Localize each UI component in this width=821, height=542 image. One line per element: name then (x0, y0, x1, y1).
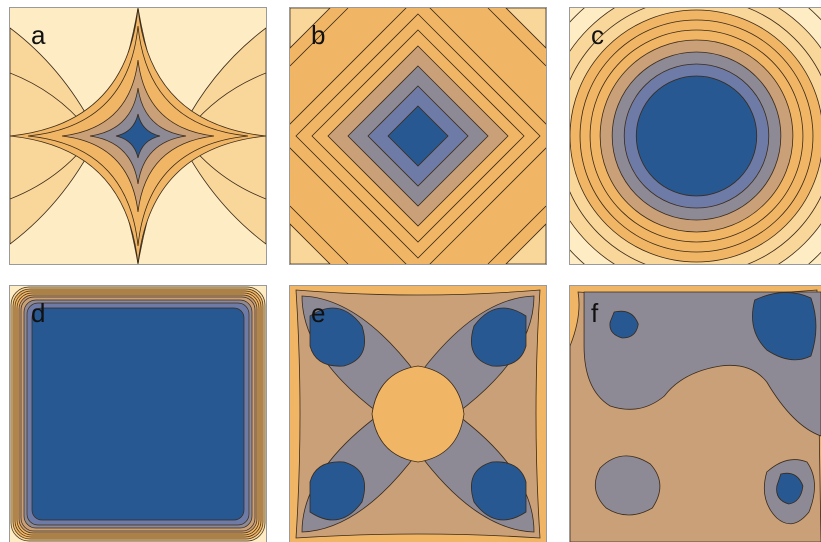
contour-plot-d (10, 286, 266, 542)
panel-label-b: b (311, 20, 326, 50)
panel-label-e: e (311, 298, 326, 328)
contour-panel-f: f (569, 285, 821, 542)
contour-plot-f (570, 286, 821, 542)
contour-panel-b: b (289, 7, 547, 265)
panel-label-d: d (31, 298, 46, 328)
contour-panel-d: d (9, 285, 267, 542)
contour-plot-c (570, 8, 821, 264)
panel-label-a: a (31, 20, 46, 50)
panel-label-f: f (591, 298, 599, 328)
contour-panel-e: e (289, 285, 547, 542)
contour-plot-e (290, 286, 546, 542)
contour-panel-a: a (9, 7, 267, 265)
contour-plot-b (290, 8, 546, 264)
panel-label-c: c (591, 20, 604, 50)
contour-panel-c: c (569, 7, 821, 265)
contour-plot-a (10, 8, 266, 264)
